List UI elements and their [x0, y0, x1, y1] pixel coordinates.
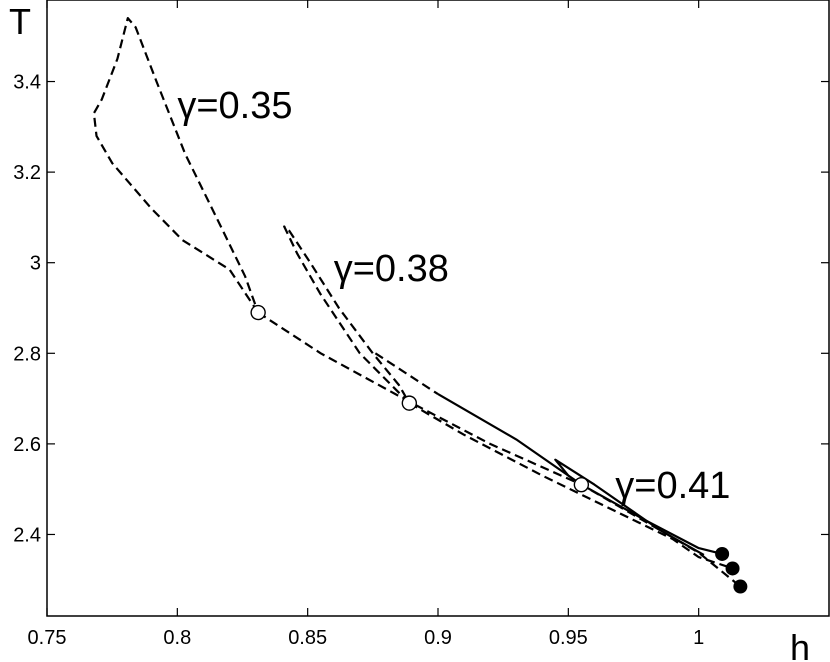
annotations: γ=0.35 γ=0.38 γ=0.41 [177, 85, 730, 507]
y-ticks: 2.4 2.6 2.8 3 3.2 3.4 [13, 72, 829, 546]
annotation-2: γ=0.38 [334, 248, 449, 290]
y-tick-label-2: 2.6 [13, 434, 41, 456]
curves [92, 17, 742, 588]
y-tick-label-6: 3.4 [13, 72, 41, 94]
filled-marker-2 [725, 561, 740, 576]
series-line-3 [283, 225, 411, 404]
y-axis-label: T [9, 1, 31, 42]
x-tick-label-2: 0.8 [163, 627, 191, 649]
filled-marker-3 [733, 579, 748, 594]
annotation-3: γ=0.41 [615, 465, 730, 507]
open-marker-3 [573, 476, 590, 493]
open-marker-2 [401, 395, 418, 411]
x-tick-label-4: 0.9 [424, 627, 452, 649]
annotation-1: γ=0.35 [177, 85, 292, 127]
x-tick-label-3: 0.85 [288, 627, 327, 649]
y-tick-label-3: 2.8 [13, 343, 41, 365]
series-line-4 [408, 402, 733, 570]
y-tick-label-1: 2.4 [13, 524, 41, 546]
series-line-2 [92, 17, 260, 314]
series-line-7 [554, 458, 705, 556]
plot-frame [46, 0, 830, 617]
y-tick-label-5: 3.2 [13, 162, 41, 184]
y-tick-label-4: 3 [30, 253, 41, 275]
open-marker-1 [250, 304, 266, 321]
x-ticks: 0.75 0.8 0.85 0.9 0.95 1 [28, 0, 704, 649]
filled-marker-1 [715, 546, 730, 561]
x-tick-label-6: 1 [693, 627, 704, 649]
markers [250, 304, 748, 594]
series-line-5 [374, 352, 439, 396]
x-axis-label: h [790, 627, 810, 662]
series-line-6 [437, 393, 723, 555]
x-tick-label-5: 0.95 [549, 627, 588, 649]
x-tick-label-1: 0.75 [28, 627, 67, 649]
series-line-1 [257, 311, 742, 588]
